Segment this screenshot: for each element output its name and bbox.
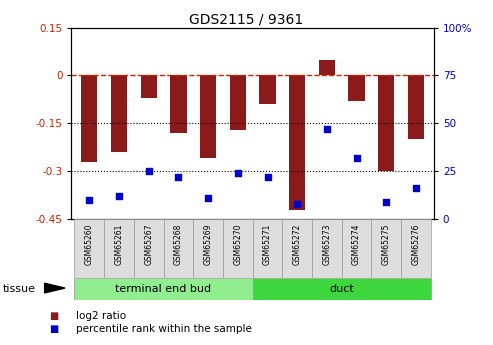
Point — [175, 174, 182, 180]
Text: GSM65273: GSM65273 — [322, 224, 331, 265]
Text: GSM65260: GSM65260 — [85, 224, 94, 265]
Bar — [408, 76, 424, 139]
Point — [293, 201, 301, 207]
FancyBboxPatch shape — [253, 278, 431, 300]
Text: percentile rank within the sample: percentile rank within the sample — [76, 325, 252, 334]
Bar — [141, 76, 157, 98]
FancyBboxPatch shape — [164, 219, 193, 278]
Text: terminal end bud: terminal end bud — [115, 284, 211, 294]
FancyBboxPatch shape — [74, 278, 253, 300]
Polygon shape — [44, 283, 65, 293]
Point — [383, 199, 390, 205]
Text: ■: ■ — [49, 311, 59, 321]
Point — [85, 197, 93, 203]
Text: GDS2115 / 9361: GDS2115 / 9361 — [189, 12, 304, 26]
Text: GSM65270: GSM65270 — [233, 224, 243, 265]
Text: GSM65271: GSM65271 — [263, 224, 272, 265]
Point — [264, 174, 272, 180]
Text: GSM65269: GSM65269 — [204, 224, 212, 265]
Text: tissue: tissue — [2, 284, 35, 294]
FancyBboxPatch shape — [342, 219, 371, 278]
Point — [145, 168, 153, 174]
Bar — [319, 59, 335, 76]
Point — [323, 126, 331, 132]
FancyBboxPatch shape — [401, 219, 431, 278]
Bar — [378, 76, 394, 171]
FancyBboxPatch shape — [104, 219, 134, 278]
FancyBboxPatch shape — [193, 219, 223, 278]
Point — [234, 170, 242, 176]
Text: GSM65275: GSM65275 — [382, 224, 391, 265]
Text: GSM65274: GSM65274 — [352, 224, 361, 265]
FancyBboxPatch shape — [312, 219, 342, 278]
Bar — [230, 76, 246, 130]
Bar — [170, 76, 186, 133]
Text: GSM65261: GSM65261 — [114, 224, 124, 265]
FancyBboxPatch shape — [371, 219, 401, 278]
Bar — [200, 76, 216, 158]
FancyBboxPatch shape — [74, 219, 104, 278]
Bar — [259, 76, 276, 104]
Bar — [349, 76, 365, 101]
Text: duct: duct — [329, 284, 354, 294]
Bar — [81, 76, 98, 161]
Point — [204, 195, 212, 201]
Point — [115, 193, 123, 199]
Bar — [111, 76, 127, 152]
Text: GSM65276: GSM65276 — [412, 224, 421, 265]
Text: GSM65268: GSM65268 — [174, 224, 183, 265]
Point — [352, 155, 360, 160]
Text: GSM65272: GSM65272 — [293, 224, 302, 265]
FancyBboxPatch shape — [253, 219, 282, 278]
FancyBboxPatch shape — [223, 219, 253, 278]
FancyBboxPatch shape — [282, 219, 312, 278]
FancyBboxPatch shape — [134, 219, 164, 278]
Text: log2 ratio: log2 ratio — [76, 311, 127, 321]
Bar — [289, 76, 305, 209]
Text: ■: ■ — [49, 325, 59, 334]
Point — [412, 186, 420, 191]
Text: GSM65267: GSM65267 — [144, 224, 153, 265]
